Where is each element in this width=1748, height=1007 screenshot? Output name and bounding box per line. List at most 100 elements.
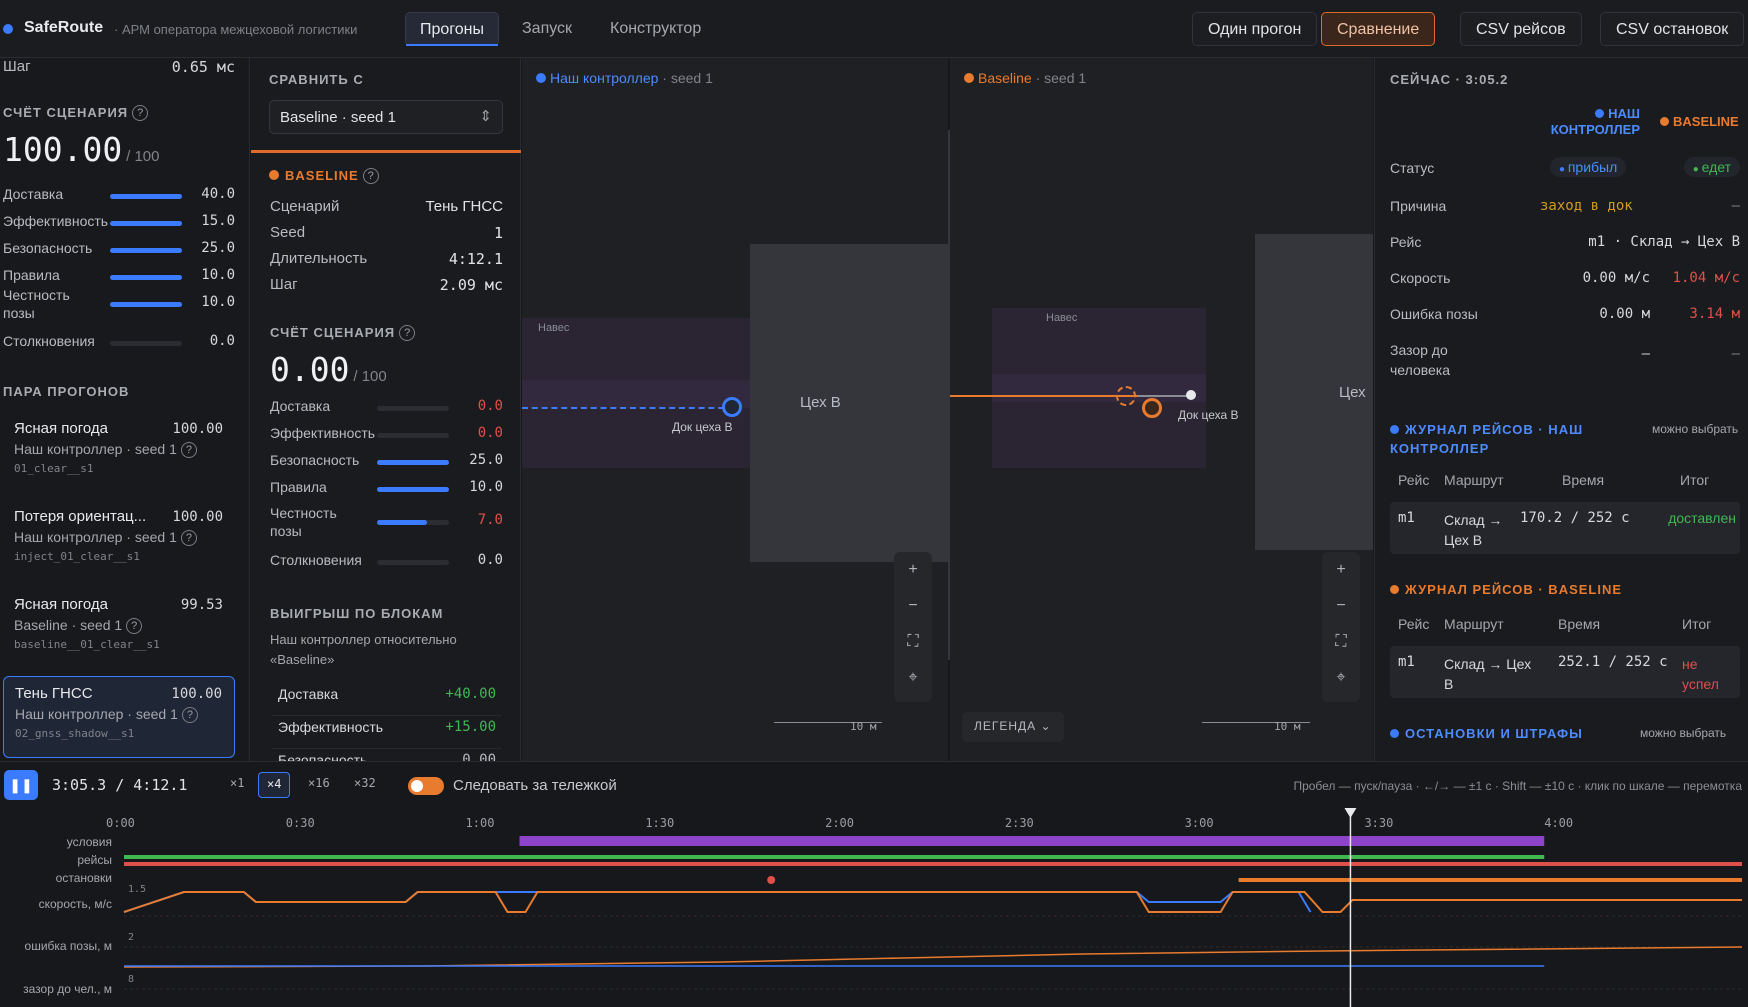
baseline-accent-line <box>251 150 521 153</box>
status-dot-icon: ● <box>1559 164 1568 175</box>
compare-button[interactable]: Сравнение <box>1321 12 1436 46</box>
score-row-label: Столкновения <box>3 333 95 349</box>
run-item[interactable]: Ясная погода 99.53 Baseline · seed 1? basel… <box>3 588 235 670</box>
speed-line-baseline <box>123 891 1742 913</box>
tick-label: 2:00 <box>825 816 855 830</box>
pause-button[interactable]: ❚❚ <box>4 770 38 800</box>
legend-label: ЛЕГЕНДА <box>974 719 1037 733</box>
fullscreen-icon[interactable]: ⛶ <box>1335 633 1347 650</box>
now-value-base: 1.04 м/с <box>1672 270 1740 286</box>
score-row-value: 7.0 <box>477 512 503 528</box>
table-row[interactable]: m1 Склад → Цех В 252.1 / 252 с не успел <box>1390 646 1740 698</box>
compare-select[interactable]: Baseline · seed 1 ⇕ <box>269 100 503 134</box>
toggle-knob <box>411 780 423 792</box>
speed-x1[interactable]: ×1 <box>230 776 245 790</box>
run-code: baseline__01_clear__s1 <box>14 638 160 652</box>
map-baseline-title: Baseline <box>978 70 1032 86</box>
table-row[interactable]: m1 Склад → Цех В 170.2 / 252 с доставлен <box>1390 502 1740 554</box>
score-row-value: 0.0 <box>477 425 503 441</box>
ours-dot-icon <box>1390 425 1399 434</box>
info-row: Длительность 4:12.1 <box>270 250 503 270</box>
zoom-in-icon[interactable]: + <box>908 561 918 578</box>
status-ours-pill: ● прибыл <box>1550 157 1627 177</box>
info-row: Seed 1 <box>270 224 503 244</box>
map-ours-label: Наш контроллер · seed 1 <box>536 70 713 86</box>
score-bar <box>377 406 449 411</box>
score-row: Правила 10.0 <box>3 267 243 287</box>
brand-dot-icon <box>3 24 13 34</box>
help-icon[interactable]: ? <box>126 618 143 635</box>
csv-stops-button[interactable]: CSV остановок <box>1600 12 1745 46</box>
step-value: 0.65 мс <box>171 58 235 76</box>
baseline-dot-icon <box>1390 585 1399 594</box>
zoom-out-icon[interactable]: − <box>908 597 918 614</box>
zoom-in-icon[interactable]: + <box>1336 561 1346 578</box>
tab-runs[interactable]: Прогоны <box>405 12 500 46</box>
ours-vehicle-icon <box>722 397 742 417</box>
legend-button[interactable]: ЛЕГЕНДА ⌄ <box>962 712 1064 742</box>
help-icon[interactable]: ? <box>180 530 197 547</box>
dock-label: Док цеха В <box>672 420 733 434</box>
run-code: inject_01_clear__s1 <box>14 550 140 564</box>
score-row-label: Столкновения <box>270 552 362 568</box>
timeline-chart[interactable]: 1.5 2 8 <box>0 762 1748 1007</box>
zoom-controls-baseline: + − ⛶ ⌖ <box>1322 552 1360 702</box>
gain-label: Эффективность <box>278 719 384 735</box>
run-title: Потеря ориентац... <box>14 508 147 525</box>
csv-trips-button[interactable]: CSV рейсов <box>1460 12 1582 46</box>
score-row: Столкновения 0.0 <box>270 552 503 572</box>
run-item[interactable]: Потеря ориентац... 100.00 Наш контроллер ·… <box>3 500 235 582</box>
recenter-icon[interactable]: ⌖ <box>908 669 918 686</box>
score-bar <box>377 433 449 438</box>
recenter-icon[interactable]: ⌖ <box>1336 669 1346 686</box>
dock-label: Док цеха В <box>1178 408 1239 422</box>
map-ours[interactable]: Наш контроллер · seed 1 Навес Док цеха В… <box>522 58 948 761</box>
app-name: SafeRoute <box>24 19 104 36</box>
header-time: Время <box>1562 472 1605 488</box>
score-bar-fill <box>110 194 182 199</box>
help-icon[interactable]: ? <box>132 105 149 122</box>
log-base-table: Рейс Маршрут Время Итог m1 Склад → Цех В… <box>1390 616 1740 698</box>
shortcuts-hint: Пробел — пуск/пауза · ←/→ — ±1 с · Shift… <box>1293 779 1742 793</box>
score-row: Безопасность 25.0 <box>3 240 243 260</box>
map-ours-title: Наш контроллер <box>550 70 659 86</box>
tab-launch[interactable]: Запуск <box>522 20 573 37</box>
help-icon[interactable]: ? <box>180 442 197 459</box>
status-ours: прибыл <box>1567 159 1618 175</box>
speed-x4[interactable]: ×4 <box>258 772 291 798</box>
baseline-dot-icon <box>964 73 974 83</box>
run-item[interactable]: Тень ГНСС 100.00 Наш контроллер · seed 1? 0… <box>3 676 235 758</box>
scale-bar <box>774 722 882 723</box>
speed-x32[interactable]: ×32 <box>354 776 376 790</box>
follow-toggle[interactable] <box>408 777 444 795</box>
baseline-vehicle-icon <box>1142 398 1162 418</box>
table-header: Рейс Маршрут Время Итог <box>1390 472 1740 502</box>
tab-constructor[interactable]: Конструктор <box>610 20 702 37</box>
single-run-button[interactable]: Один прогон <box>1192 12 1318 46</box>
log-ours-table: Рейс Маршрут Время Итог m1 Склад → Цех В… <box>1390 472 1740 554</box>
zoom-out-icon[interactable]: − <box>1336 597 1346 614</box>
now-row: Скорость 0.00 м/с 1.04 м/с <box>1390 270 1740 290</box>
log-ours-title: ЖУРНАЛ РЕЙСОВ · НАШ КОНТРОЛЛЕР <box>1390 420 1610 458</box>
stops-hint: можно выбрать <box>1640 726 1727 740</box>
score-bar <box>377 520 449 525</box>
help-icon[interactable]: ? <box>399 325 416 342</box>
info-key: Seed <box>270 224 306 241</box>
speed-x16[interactable]: ×16 <box>308 776 330 790</box>
fullscreen-icon[interactable]: ⛶ <box>907 633 919 650</box>
info-row: Сценарий Тень ГНСС <box>270 198 503 218</box>
gain-value: +15.00 <box>445 719 496 735</box>
baseline-score-max: / 100 <box>353 368 387 385</box>
help-icon[interactable]: ? <box>181 707 198 724</box>
now-value-trip: m1 · Склад → Цех В <box>1588 234 1740 250</box>
score-row-label: Безопасность <box>3 240 93 256</box>
baseline-path <box>950 395 1138 397</box>
run-item[interactable]: Ясная погода 100.00 Наш контроллер · seed … <box>3 412 235 494</box>
map-baseline[interactable]: Baseline · seed 1 Навес Док цеха В Цех +… <box>950 58 1373 761</box>
tick-label: 0:00 <box>106 816 135 830</box>
col-base-header: BASELINE <box>1660 114 1739 129</box>
score-row: Доставка 0.0 <box>270 398 503 418</box>
app-subtitle: · АРМ оператора межцеховой логистики <box>114 22 358 37</box>
help-icon[interactable]: ? <box>362 168 379 185</box>
run-score: 100.00 <box>171 686 222 702</box>
